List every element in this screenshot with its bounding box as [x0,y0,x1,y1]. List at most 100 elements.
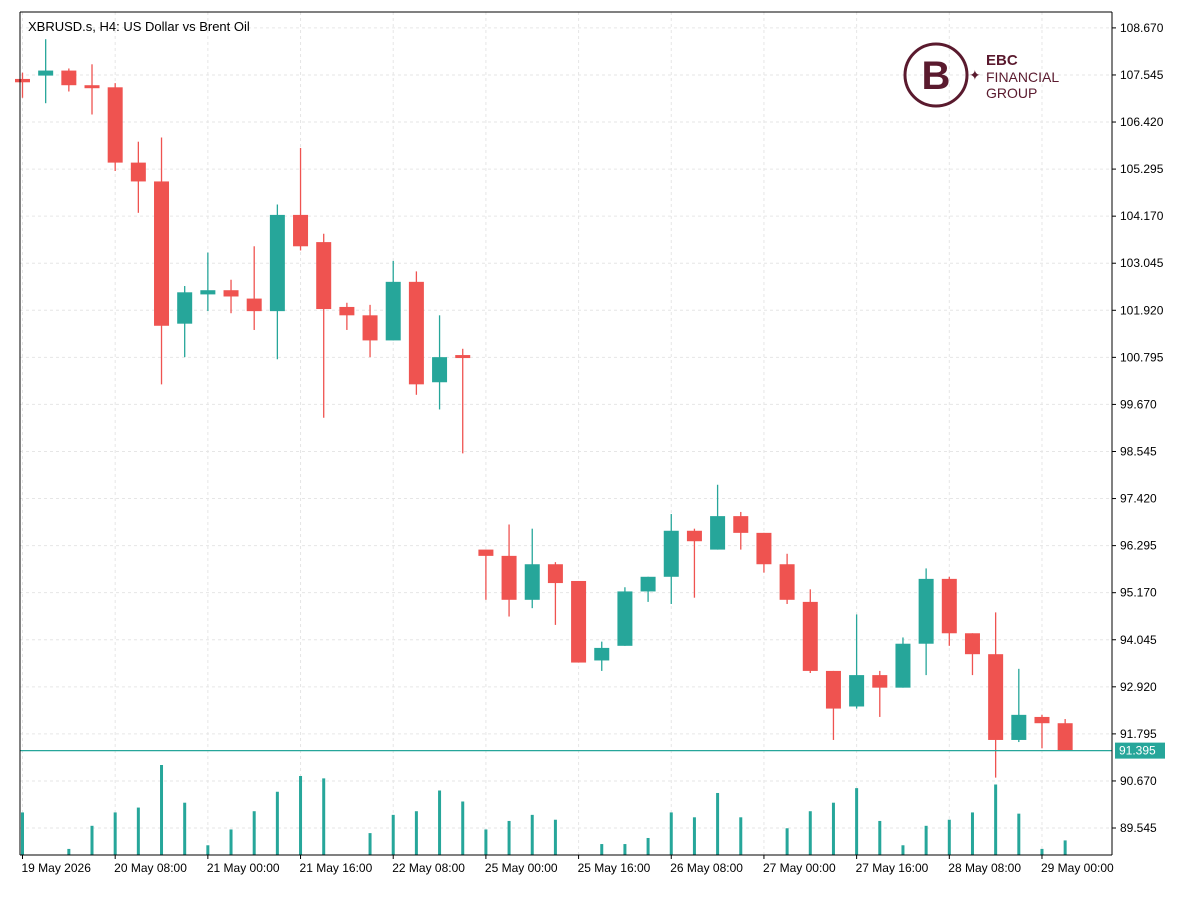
x-tick-label: 28 May 08:00 [948,861,1021,875]
y-tick-label: 97.420 [1120,492,1157,506]
candle-body [1034,716,1050,724]
candle-bullish [895,637,911,688]
candle-bearish [154,137,170,385]
candle-body [316,242,332,310]
y-tick-label: 107.545 [1120,68,1164,82]
current-price-badge: 91.395 [1115,742,1165,759]
candle-body [38,70,54,76]
candle-body [825,670,841,709]
candle-bullish [1011,668,1027,743]
candle-bullish [432,315,448,410]
y-tick-label: 91.795 [1120,727,1157,741]
y-tick-label: 98.545 [1120,444,1157,458]
grid [20,12,1112,855]
axes: 108.670 107.545 106.420 105.295 104.170 103.0… [19,11,1164,875]
x-tick-label: 25 May 00:00 [485,861,558,875]
candle-body [524,564,540,600]
candle-bullish [640,576,656,602]
candle-bearish [15,72,30,98]
candle-body [501,555,517,600]
candle-body [1057,723,1073,751]
y-tick-label: 105.295 [1120,162,1164,176]
x-tick-label: 27 May 00:00 [763,861,836,875]
candle-bearish [964,633,980,676]
candle-bullish [617,587,633,646]
candle-body [107,87,123,163]
y-tick-label: 89.545 [1120,821,1157,835]
current-price-badge-bg [1115,742,1165,759]
candle-bearish [107,83,123,171]
y-tick-label: 99.670 [1120,397,1157,411]
candle-bullish [200,252,216,312]
candle-bullish [849,614,865,709]
candle-bearish [455,348,471,454]
candle-body [849,675,865,707]
candle-bearish [61,68,77,92]
candle-body [385,281,401,341]
logo-circle-icon [903,42,969,108]
volume-bars [21,765,1067,855]
candle-bullish [663,514,679,604]
candle-body [571,580,587,663]
candle-body [733,516,749,533]
candle-body [594,647,610,661]
candle-bullish [269,204,285,360]
y-tick-label: 104.170 [1120,209,1164,223]
candle-bullish [385,260,401,341]
candle-body [547,564,563,584]
logo-mark-icon: B [922,54,951,98]
candle-body [408,281,424,385]
candle-body [200,290,216,295]
candle-body [1011,714,1027,740]
y-tick-label: 92.920 [1120,680,1157,694]
candle-bearish [941,576,957,646]
candle-body [895,643,911,688]
candle-bearish [1057,719,1073,751]
candle-body [918,578,934,644]
x-tick-label: 20 May 08:00 [114,861,187,875]
candle-bearish [246,246,262,330]
candle-bullish [524,528,540,609]
candle-bearish [872,670,888,717]
candle-bearish [571,580,587,663]
candle-bearish [988,612,1004,778]
candle-bearish [686,528,702,598]
x-tick-label: 21 May 00:00 [207,861,280,875]
candle-body [84,85,100,89]
candle-body [246,298,262,312]
candle-body [455,355,471,359]
candle-bearish [501,524,517,617]
y-tick-label: 96.295 [1120,539,1157,553]
candle-bearish [84,64,100,115]
y-tick-label: 90.670 [1120,774,1157,788]
y-tick-label: 94.045 [1120,633,1157,647]
candle-body [61,70,77,86]
symbol-label: XBRUSD.s, H4: US Dollar vs Brent Oil [28,19,250,34]
y-tick-label: 95.170 [1120,586,1157,600]
y-tick-label: 103.045 [1120,256,1164,270]
candle-body [177,292,193,324]
candle-bearish [223,279,239,314]
y-tick-label: 101.920 [1120,303,1164,317]
candle-bullish [38,39,54,104]
candle-bearish [1034,714,1050,749]
candle-body [223,290,239,297]
candle-bearish [408,271,424,395]
logo-text-ebc: EBC [986,52,1018,69]
candle-bearish [362,304,378,358]
candle-body [339,306,355,316]
candle-body [941,578,957,634]
x-tick-label: 27 May 16:00 [856,861,929,875]
candle-bearish [339,302,355,330]
candle-body [130,162,146,182]
candle-bullish [918,568,934,676]
candle-bearish [130,141,146,213]
candle-body [640,576,656,592]
candle-body [872,675,888,688]
x-tick-label: 29 May 00:00 [1041,861,1114,875]
logo-text-group: GROUP [986,85,1037,101]
candle-bearish [779,553,795,604]
candle-body [802,601,818,671]
candle-body [988,654,1004,740]
candle-body [478,549,494,556]
